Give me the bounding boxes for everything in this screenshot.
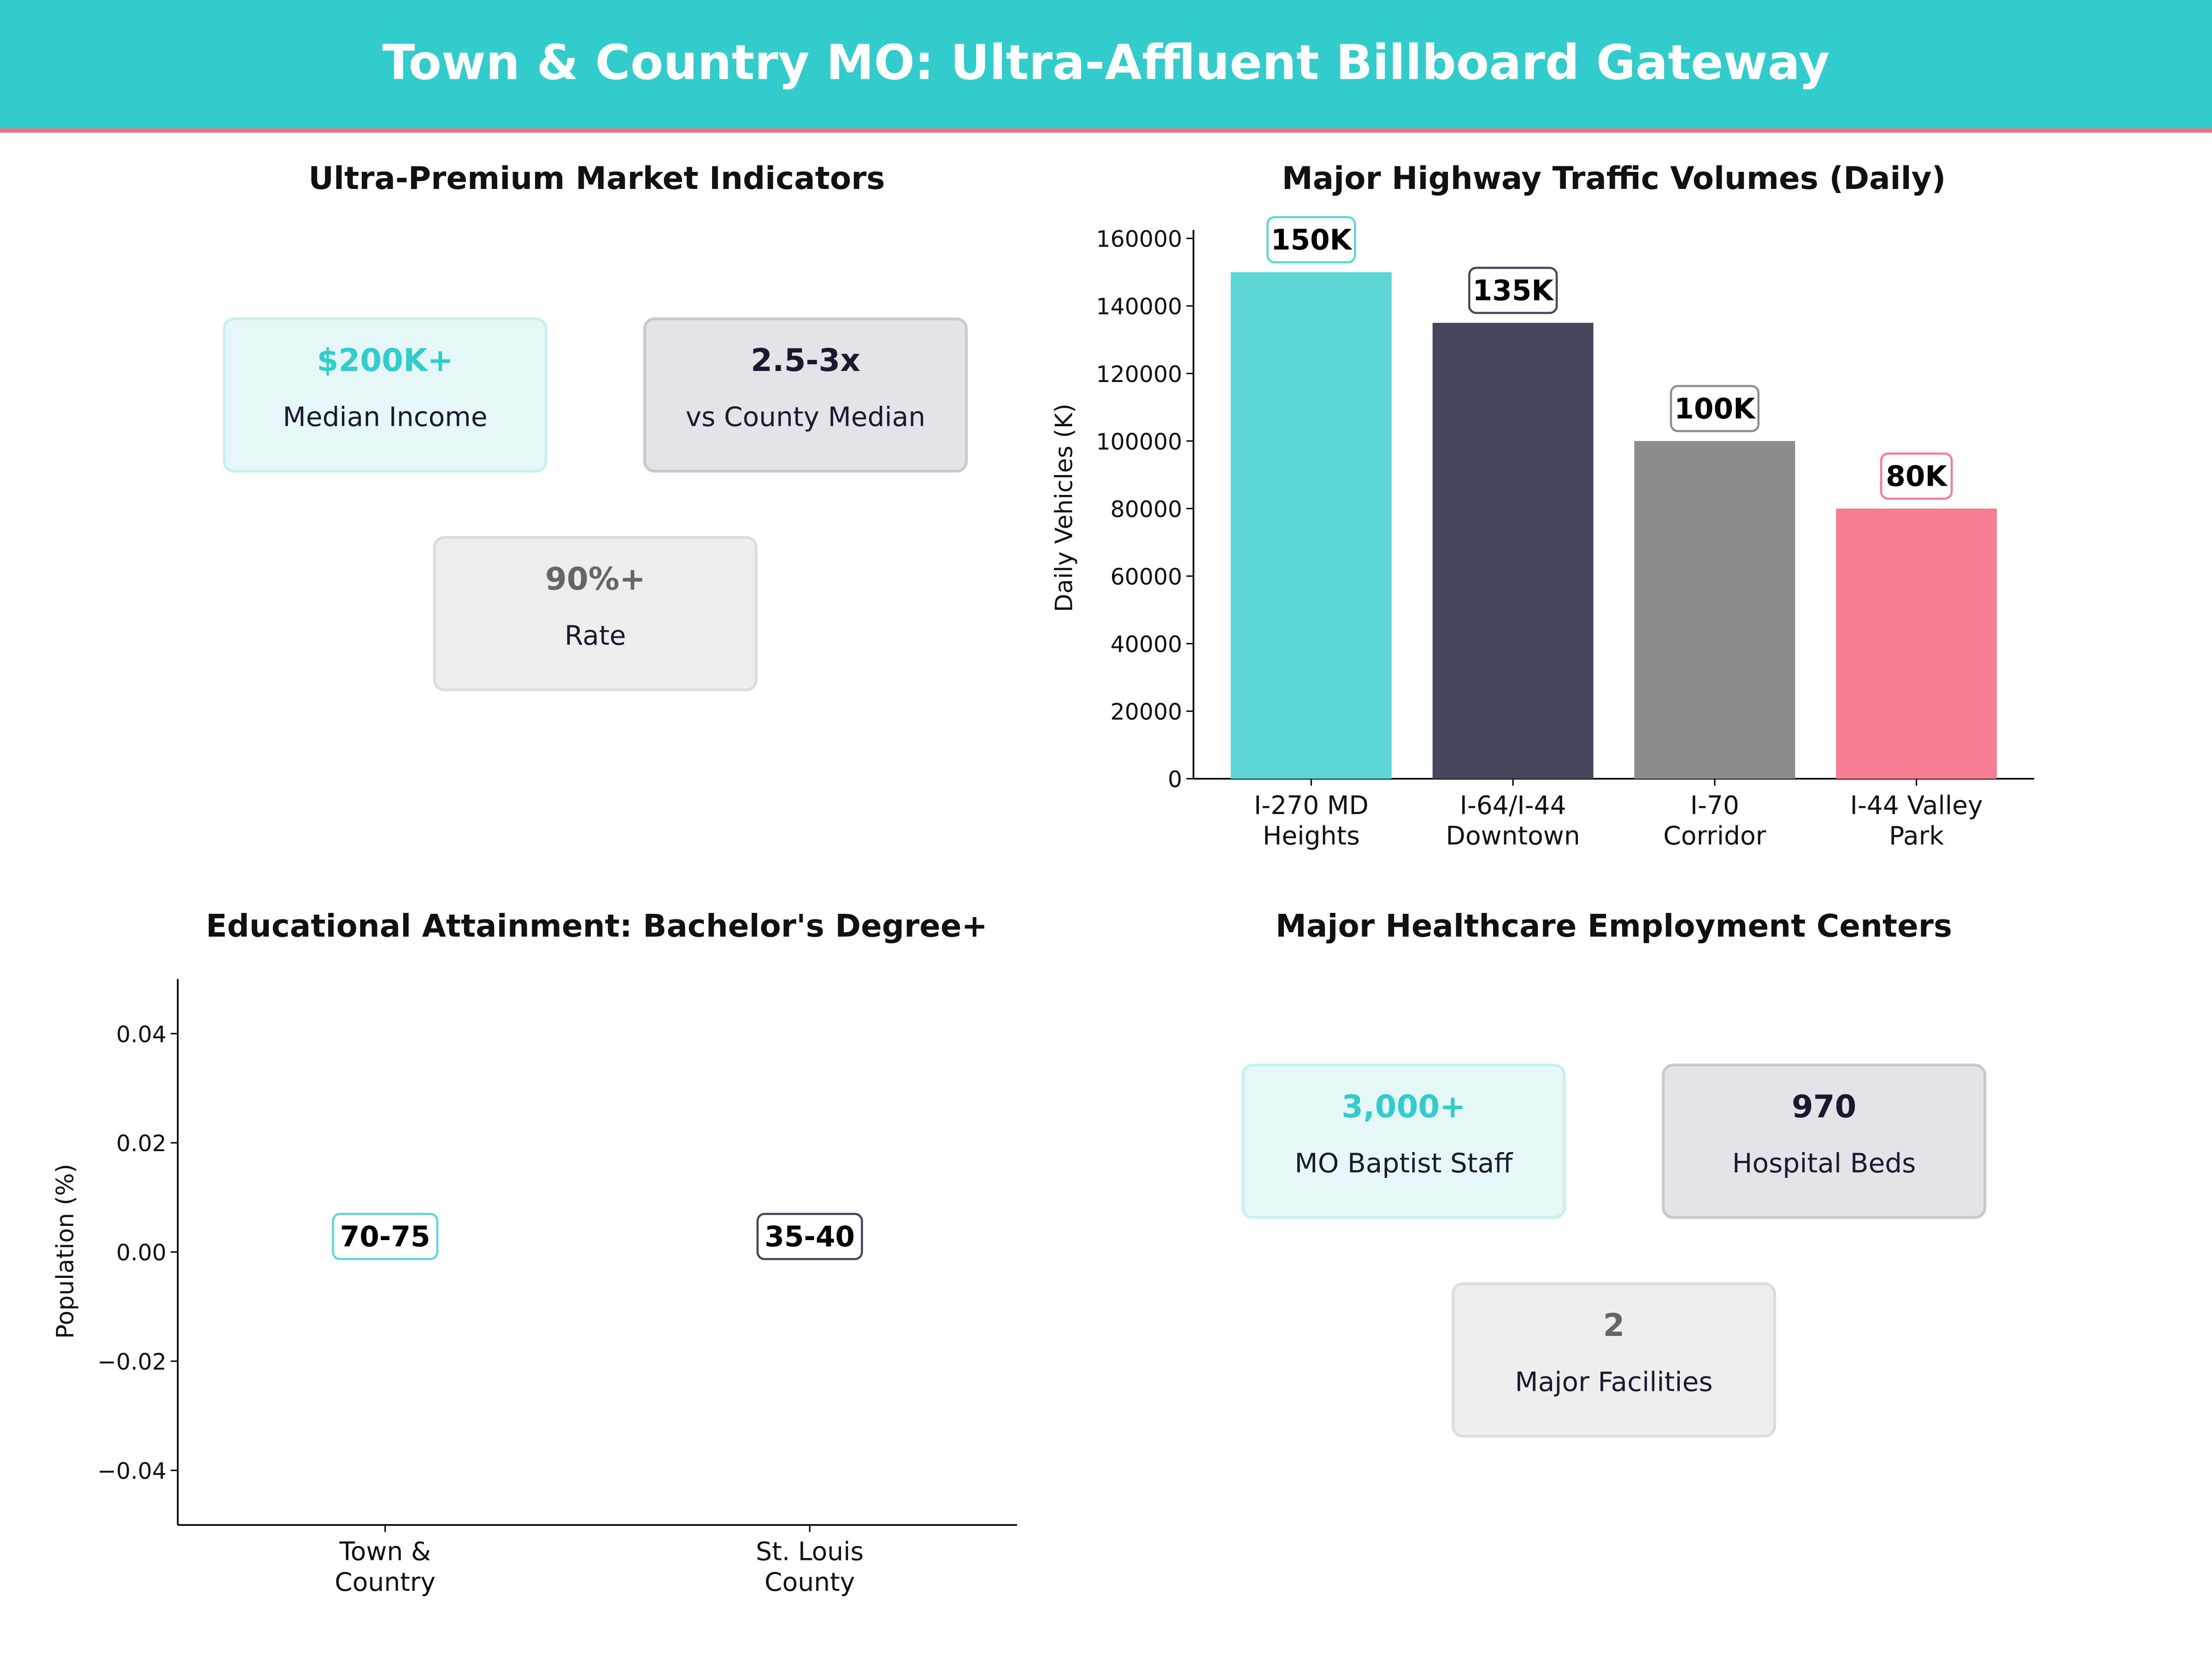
y-tick-label: 140000 bbox=[1096, 294, 1182, 320]
kpi-value: 970 bbox=[1791, 1090, 1857, 1126]
y-tick-label: 20000 bbox=[1111, 699, 1182, 725]
healthcare-panel-title: Major Healthcare Employment Centers bbox=[1275, 910, 1953, 946]
y-tick-label: −0.04 bbox=[97, 1458, 166, 1484]
x-tick-label: I-44 Valley Park bbox=[1850, 790, 1983, 850]
kpi-label: Major Facilities bbox=[1515, 1367, 1713, 1398]
kpi-value: 2.5-3x bbox=[751, 344, 860, 380]
kpi-label: vs County Median bbox=[685, 402, 926, 433]
x-tick-label: I-270 MD Heights bbox=[1254, 790, 1369, 850]
kpi-label: Median Income bbox=[282, 402, 488, 433]
bar bbox=[1230, 272, 1392, 779]
bar-data-label: 35-40 bbox=[765, 1221, 855, 1253]
healthcare-kpi-card: 2 Major Facilities bbox=[1451, 1282, 1777, 1438]
bar-data-label: 70-75 bbox=[340, 1221, 430, 1253]
x-tick-label: I-64/I-44 Downtown bbox=[1446, 790, 1580, 850]
y-tick-label: 40000 bbox=[1111, 631, 1182, 658]
bar bbox=[1432, 323, 1594, 779]
bar-data-label: 135K bbox=[1473, 275, 1555, 307]
y-tick-label: 160000 bbox=[1096, 226, 1182, 253]
y-axis-label: Population (%) bbox=[52, 1164, 79, 1339]
x-tick-label: I-70 Corridor bbox=[1663, 790, 1766, 850]
bar-data-label-box bbox=[1670, 385, 1760, 432]
y-tick-label: 0 bbox=[1168, 766, 1182, 793]
bar-data-label-box bbox=[332, 1212, 439, 1260]
header-banner: Town & Country MO: Ultra-Affluent Billbo… bbox=[0, 0, 2212, 133]
kpi-label: Rate bbox=[565, 620, 626, 652]
y-tick-label: −0.02 bbox=[97, 1349, 166, 1375]
education-chart-title: Educational Attainment: Bachelor's Degre… bbox=[206, 910, 988, 946]
market-kpi-card: 2.5-3x vs County Median bbox=[643, 317, 968, 473]
bar-data-label: 80K bbox=[1886, 460, 1948, 493]
y-tick-label: 0.00 bbox=[116, 1240, 166, 1266]
bar-data-label-box bbox=[1880, 452, 1953, 500]
kpi-value: 3,000+ bbox=[1341, 1090, 1466, 1126]
traffic-chart-title: Major Highway Traffic Volumes (Daily) bbox=[1282, 162, 1946, 198]
y-tick-label: 60000 bbox=[1111, 564, 1182, 590]
bar-data-label-box bbox=[1468, 266, 1558, 314]
bar bbox=[1634, 441, 1795, 779]
y-tick-label: 120000 bbox=[1096, 361, 1182, 388]
y-tick-label: 0.02 bbox=[116, 1130, 166, 1157]
market-panel-title: Ultra-Premium Market Indicators bbox=[308, 162, 885, 198]
kpi-value: $200K+ bbox=[317, 344, 453, 380]
y-tick-label: 100000 bbox=[1096, 429, 1182, 455]
bar bbox=[1836, 508, 1997, 779]
bar-data-label: 150K bbox=[1271, 224, 1353, 257]
healthcare-kpi-card: 3,000+ MO Baptist Staff bbox=[1241, 1064, 1566, 1219]
y-tick-label: 80000 bbox=[1111, 496, 1182, 523]
x-tick-label: Town & Country bbox=[335, 1537, 435, 1597]
market-kpi-card: 90%+ Rate bbox=[433, 536, 758, 691]
y-axis-label: Daily Vehicles (K) bbox=[1051, 404, 1078, 612]
kpi-label: Hospital Beds bbox=[1732, 1148, 1916, 1180]
page-title: Town & Country MO: Ultra-Affluent Billbo… bbox=[382, 35, 1830, 92]
bar-data-label-box bbox=[1266, 216, 1356, 264]
bar-data-label-box bbox=[756, 1212, 863, 1260]
bar-data-label: 100K bbox=[1674, 393, 1756, 425]
kpi-value: 90%+ bbox=[545, 563, 646, 598]
kpi-value: 2 bbox=[1603, 1309, 1625, 1345]
x-tick-label: St. Louis County bbox=[756, 1537, 864, 1597]
market-kpi-card: $200K+ Median Income bbox=[223, 317, 547, 473]
healthcare-kpi-card: 970 Hospital Beds bbox=[1662, 1064, 1987, 1219]
kpi-label: MO Baptist Staff bbox=[1294, 1148, 1513, 1180]
y-tick-label: 0.04 bbox=[116, 1021, 166, 1047]
